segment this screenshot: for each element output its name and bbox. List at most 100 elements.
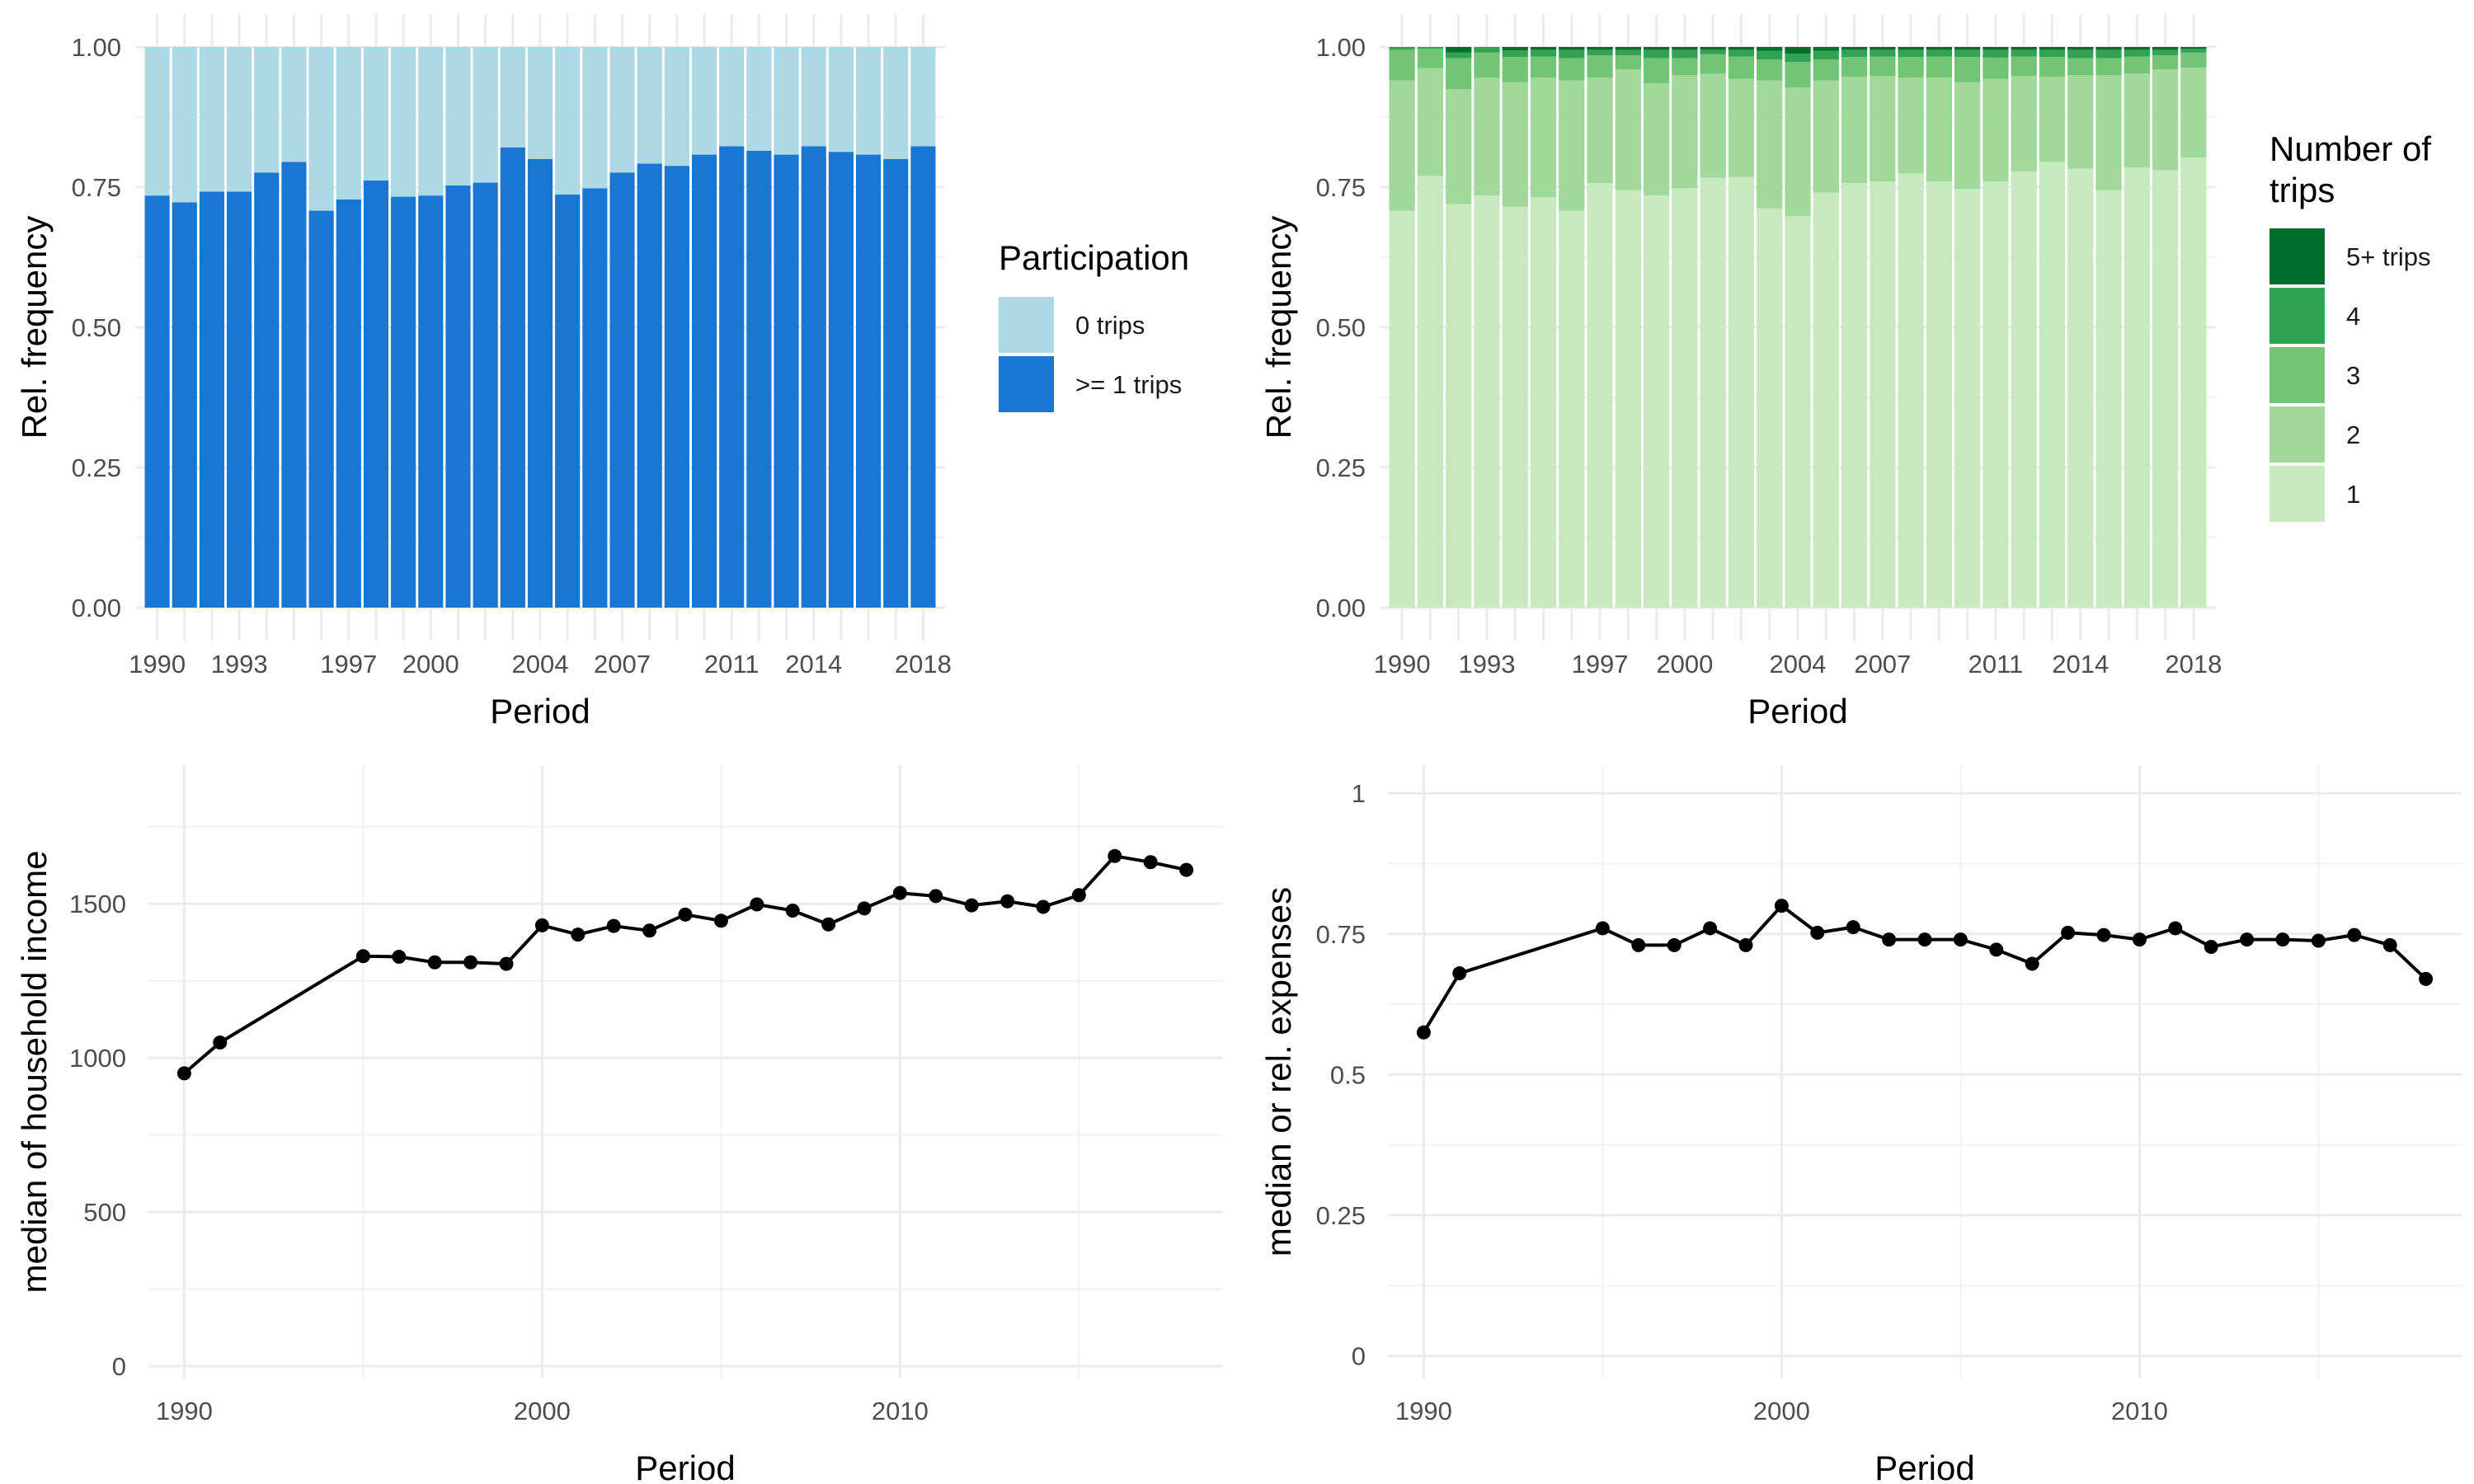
bar-segment xyxy=(1502,50,1528,58)
x-tick-label: 2000 xyxy=(514,1397,571,1425)
bar-segment xyxy=(527,47,553,159)
x-tick-label: 2004 xyxy=(1770,650,1827,679)
bar-segment xyxy=(910,146,936,608)
series-line xyxy=(183,854,1188,1075)
bar-segment xyxy=(1728,56,1755,79)
bar-segment xyxy=(1982,181,2009,608)
bar-segment xyxy=(2067,49,2094,59)
bar-segment xyxy=(418,195,444,608)
bar-segment xyxy=(227,191,252,608)
bar-segment xyxy=(691,154,717,608)
bar-segment xyxy=(719,47,745,147)
y-tick-label: 0.25 xyxy=(72,453,121,482)
x-tick-label: 2018 xyxy=(2165,650,2222,679)
bar-segment xyxy=(1841,47,1868,50)
x-tick-label: 1990 xyxy=(129,650,186,679)
bar-segment xyxy=(281,47,307,162)
y-tick-label: 1 xyxy=(1352,779,1366,808)
data-point xyxy=(713,913,728,928)
data-point xyxy=(821,917,836,932)
bar-segment xyxy=(691,47,717,155)
data-point xyxy=(2240,932,2255,947)
bar-segment xyxy=(1841,57,1868,77)
bar-segment xyxy=(555,47,581,195)
bar-segment xyxy=(1926,56,1953,78)
data-point xyxy=(1989,942,2004,957)
data-point xyxy=(2275,932,2290,947)
bar-segment xyxy=(144,47,170,196)
bar-segment xyxy=(719,146,745,608)
bar-segment xyxy=(1643,47,1670,50)
data-point xyxy=(2311,933,2326,948)
bar-segment xyxy=(2095,75,2122,190)
y-tick-label: 0.75 xyxy=(1316,920,1366,949)
data-point xyxy=(1917,932,1932,947)
x-tick-label: 2011 xyxy=(704,650,760,679)
bar-segment xyxy=(199,47,225,192)
legend-label: 3 xyxy=(2346,361,2360,390)
data-point xyxy=(463,955,478,970)
y-tick-label: 0.50 xyxy=(72,313,121,342)
bar-segment xyxy=(1559,49,1585,59)
data-point xyxy=(2382,937,2397,952)
bar-segment xyxy=(2124,47,2150,50)
bar-segment xyxy=(1728,49,1755,57)
bar-segment xyxy=(445,47,471,186)
bar-segment xyxy=(1898,77,1924,173)
x-tick-label: 1990 xyxy=(1395,1397,1452,1425)
household-income-chart: 0 500 1000 1500 1990 2000 2010 Period median of … xyxy=(15,765,1222,1484)
bar-segment xyxy=(746,47,772,151)
data-point xyxy=(2132,932,2147,947)
data-point xyxy=(1667,937,1681,952)
bar-segment xyxy=(1474,52,1500,78)
bar-segment xyxy=(855,47,882,155)
bar-segment xyxy=(855,154,882,608)
bar-segment xyxy=(1643,49,1670,59)
data-point xyxy=(1631,937,1646,952)
bar-segment xyxy=(308,47,334,211)
bar-segment xyxy=(1785,62,1811,87)
legend-key xyxy=(999,297,1054,353)
bar-segment xyxy=(1559,80,1585,211)
data-point xyxy=(785,903,800,918)
x-tick-label: 2000 xyxy=(402,650,459,679)
y-tick-label: 0.00 xyxy=(1316,594,1366,622)
bar-segment xyxy=(2124,73,2150,168)
bar-segment xyxy=(1700,47,1726,50)
bar-segment xyxy=(445,185,471,608)
bar-segment xyxy=(1587,183,1613,608)
bar-segment xyxy=(363,47,389,181)
bar-segment xyxy=(1870,56,1896,77)
bar-segment xyxy=(1530,47,1557,50)
bar-segment xyxy=(1870,76,1896,182)
bar-segment xyxy=(2095,190,2122,608)
legend-key xyxy=(999,356,1054,412)
bar-segment xyxy=(1954,82,1981,190)
bar-segment xyxy=(664,47,689,167)
data-point xyxy=(1071,888,1086,903)
bar-segment xyxy=(1502,82,1528,207)
bar-segment xyxy=(1982,57,2009,79)
data-point xyxy=(2204,939,2218,954)
bar-segment xyxy=(774,154,799,608)
relative-expenses-chart: 0 0.25 0.5 0.75 1 1990 2000 2010 Period median or… xyxy=(1259,765,2462,1484)
bar-segment xyxy=(2095,47,2122,50)
legend-label: 1 xyxy=(2346,480,2360,509)
legend-label: >= 1 trips xyxy=(1075,370,1182,399)
data-point xyxy=(1108,848,1122,863)
y-tick-label: 1500 xyxy=(69,890,126,918)
bar-segment xyxy=(500,47,525,148)
bar-segment xyxy=(2039,49,2066,58)
bar-segment xyxy=(1389,47,1415,50)
y-tick-label: 1.00 xyxy=(72,33,121,62)
bar-segment xyxy=(1926,47,1953,50)
bar-segment xyxy=(2067,58,2094,75)
bar-segment xyxy=(1643,83,1670,196)
x-tick-label: 1997 xyxy=(320,650,377,679)
bar-segment xyxy=(1757,59,1783,81)
y-tick-label: 0 xyxy=(1352,1342,1366,1371)
y-tick-label: 0 xyxy=(112,1352,126,1381)
bar-segment xyxy=(1446,89,1472,204)
data-point xyxy=(2025,956,2039,971)
